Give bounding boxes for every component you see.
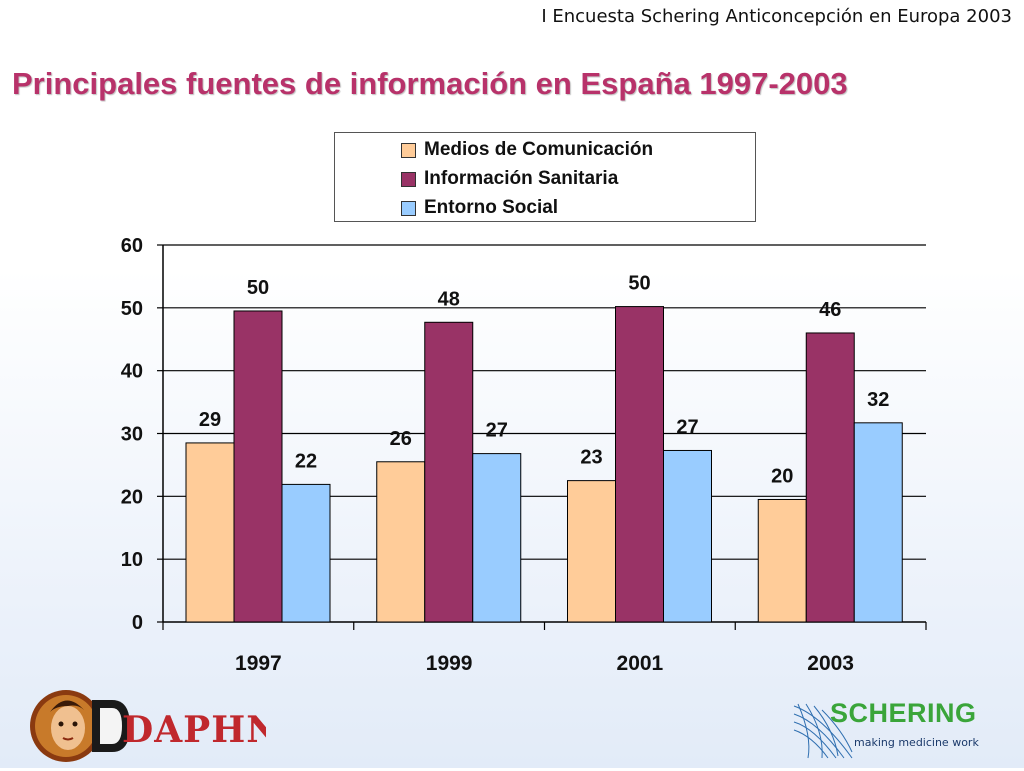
bar-1999-0 (376, 461, 426, 623)
bar-chart: 0 10 20 30 40 50 60 29 50 22 1997 26 48 27 1999 23 50 27 2… (121, 235, 927, 675)
schering-globe-icon (793, 703, 853, 759)
bar-1997-1 (233, 310, 283, 623)
y-tick-label: 40 (121, 361, 143, 383)
legend-swatch-medios (401, 142, 416, 158)
bar-1999-1 (424, 321, 474, 623)
legend-label-medios: Medios de Comunicación (424, 139, 654, 160)
page-title: Principales fuentes de información en Es… (12, 66, 848, 101)
x-category-label: 1999 (426, 652, 473, 675)
data-label: 26 (390, 428, 412, 450)
x-category-label: 2003 (807, 652, 854, 675)
survey-caption: I Encuesta Schering Anticoncepción en Eu… (541, 6, 1012, 27)
x-category-label: 2001 (617, 652, 664, 675)
y-tick-label: 60 (121, 235, 143, 257)
data-label: 27 (676, 416, 698, 438)
data-label: 50 (247, 277, 269, 299)
legend-label-sanitaria: Información Sanitaria (424, 168, 619, 189)
x-category-label: 1997 (235, 652, 282, 675)
bar-2001-2 (663, 449, 712, 623)
legend-swatch-sanitaria (401, 171, 416, 187)
y-tick-label: 0 (132, 612, 143, 634)
bar-2003-0 (757, 498, 807, 623)
schering-logo: SCHERING making medicine work (792, 696, 992, 762)
bar-1997-0 (185, 442, 235, 623)
bar-1999-2 (472, 453, 522, 623)
y-tick-label: 30 (121, 424, 143, 446)
y-tick-label: 20 (121, 486, 143, 508)
y-tick-label: 10 (121, 549, 143, 571)
daphne-logo-text: DAPHNE (122, 709, 266, 751)
data-label: 50 (628, 273, 650, 295)
y-tick-label: 50 (121, 298, 143, 320)
legend-item-entorno: Entorno Social (401, 196, 558, 220)
data-label: 48 (438, 288, 460, 310)
bar-2003-2 (853, 422, 903, 623)
legend-swatch-entorno (401, 200, 416, 216)
data-label: 46 (819, 299, 841, 321)
legend-item-medios: Medios de Comunicación (401, 138, 653, 162)
data-label: 29 (199, 409, 221, 431)
data-label: 22 (295, 450, 317, 472)
chart-legend: Medios de Comunicación Información Sanit… (334, 132, 756, 222)
daphne-logo: DAPHNE (26, 686, 308, 771)
data-label: 32 (867, 389, 889, 411)
data-label: 27 (486, 420, 508, 442)
data-label: 20 (771, 465, 793, 487)
data-label: 23 (580, 447, 602, 469)
legend-item-sanitaria: Información Sanitaria (401, 167, 618, 191)
bar-2001-1 (615, 306, 664, 623)
schering-name: SCHERING (830, 698, 977, 728)
bar-1997-2 (281, 483, 331, 623)
legend-label-entorno: Entorno Social (424, 197, 559, 218)
bar-2001-0 (567, 480, 616, 623)
schering-slogan: making medicine work (854, 736, 979, 749)
bar-2003-1 (805, 332, 855, 623)
